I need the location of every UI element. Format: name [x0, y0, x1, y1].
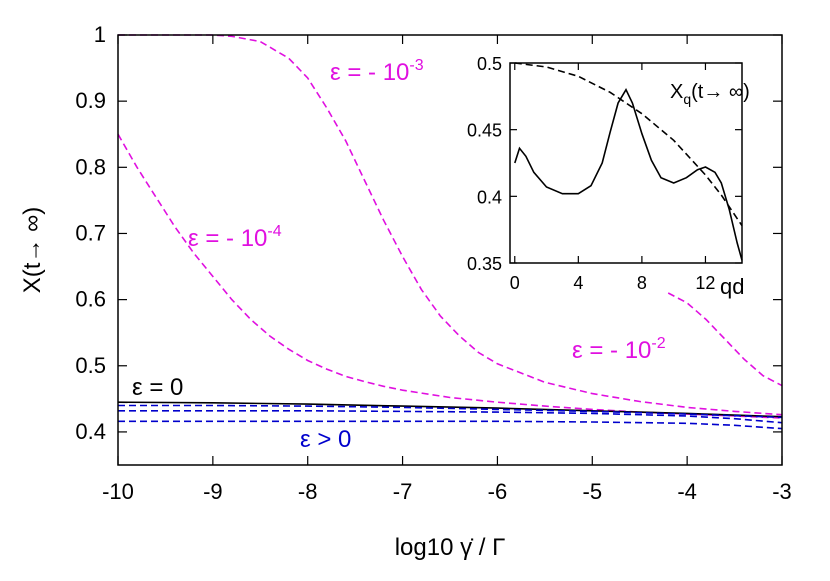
annotation-eps-1e-3-text: ε = - 10	[330, 59, 409, 86]
main-series-line-4	[118, 404, 783, 419]
inset-series-line-0	[514, 88, 743, 261]
inset-plot: 0 4 8 12 0.35 0.4 0.45 0.5 Xq(t→ ∞) qd	[467, 54, 750, 299]
inset-ticks: 0 4 8 12 0.35 0.4 0.45 0.5	[467, 54, 742, 293]
main-y-tick-label: 0.7	[75, 220, 106, 245]
inset-y-tick-label: 0.5	[477, 54, 502, 74]
main-y-tick-label: 0.8	[75, 154, 106, 179]
annotation-eps-1e-4-sup: -4	[267, 223, 281, 240]
main-plot-frame	[117, 34, 783, 466]
main-series-line-1	[117, 133, 783, 419]
main-x-tick-label: -6	[488, 479, 508, 504]
main-series-line-5	[118, 410, 783, 424]
inset-title-sub: q	[683, 91, 691, 107]
inset-x-tick-label: 4	[573, 273, 583, 293]
inset-y-tick-label: 0.4	[477, 187, 502, 207]
inset-title: Xq(t→ ∞)	[670, 81, 750, 107]
main-x-tick-label: -8	[298, 479, 318, 504]
inset-x-tick-label: 8	[637, 273, 647, 293]
x-axis-label: log10 γ̇ / Γ	[395, 534, 506, 561]
inset-x-axis-label: qd	[720, 274, 744, 299]
main-ticks: -10 -9 -8 -7 -6 -5 -4 -3 0.4 0.5 0.6 0.7 0.8 0.9 1	[75, 22, 791, 504]
main-x-tick-label: -7	[393, 479, 413, 504]
main-x-tick-label: -3	[772, 479, 792, 504]
main-x-tick-label: -5	[583, 479, 603, 504]
annotation-eps-positive: ε > 0	[300, 426, 351, 453]
main-series-line-6	[118, 420, 783, 430]
annotation-eps-1e-3: ε = - 10-3	[330, 57, 424, 86]
main-y-tick-label: 1	[94, 22, 106, 47]
inset-x-tick-label: 12	[695, 273, 715, 293]
inset-title-rest: (t→ ∞)	[691, 81, 750, 103]
inset-plot-frame	[509, 62, 743, 264]
main-plot: -10 -9 -8 -7 -6 -5 -4 -30.40.50.60.70.80.91 X(t…	[19, 22, 792, 561]
main-y-tick-label: 0.6	[75, 287, 106, 312]
inset-series-line-1	[514, 62, 743, 227]
inset-background	[510, 63, 742, 263]
inset-series-group	[514, 62, 743, 261]
annotation-eps-1e-3-sup: -3	[409, 57, 423, 74]
annotation-eps-zero: ε = 0	[132, 374, 183, 401]
main-series-group	[117, 34, 783, 430]
inset-title-main: X	[670, 81, 683, 103]
y-axis-label: X(t→ ∞)	[19, 207, 46, 293]
main-x-tick-label: -9	[203, 479, 223, 504]
inset-x-tick-label: 0	[510, 273, 520, 293]
inset-y-tick-label: 0.35	[467, 254, 502, 274]
main-y-tick-label: 0.4	[75, 419, 106, 444]
main-y-tick-label: 0.9	[75, 88, 106, 113]
main-y-tick-label: 0.5	[75, 353, 106, 378]
inset-y-tick-label: 0.45	[467, 121, 502, 141]
annotation-eps-1e-2-sup: -2	[651, 335, 665, 352]
main-x-tick-label: -4	[677, 479, 697, 504]
annotation-eps-1e-2: ε = - 10-2	[572, 335, 666, 364]
annotation-eps-1e-2-text: ε = - 10	[572, 337, 651, 364]
annotation-eps-1e-4: ε = - 10-4	[188, 223, 282, 252]
main-series-line-0	[118, 34, 783, 416]
main-x-tick-label: -10	[102, 479, 134, 504]
main-series-line-2	[667, 292, 783, 387]
annotation-eps-1e-4-text: ε = - 10	[188, 225, 267, 252]
